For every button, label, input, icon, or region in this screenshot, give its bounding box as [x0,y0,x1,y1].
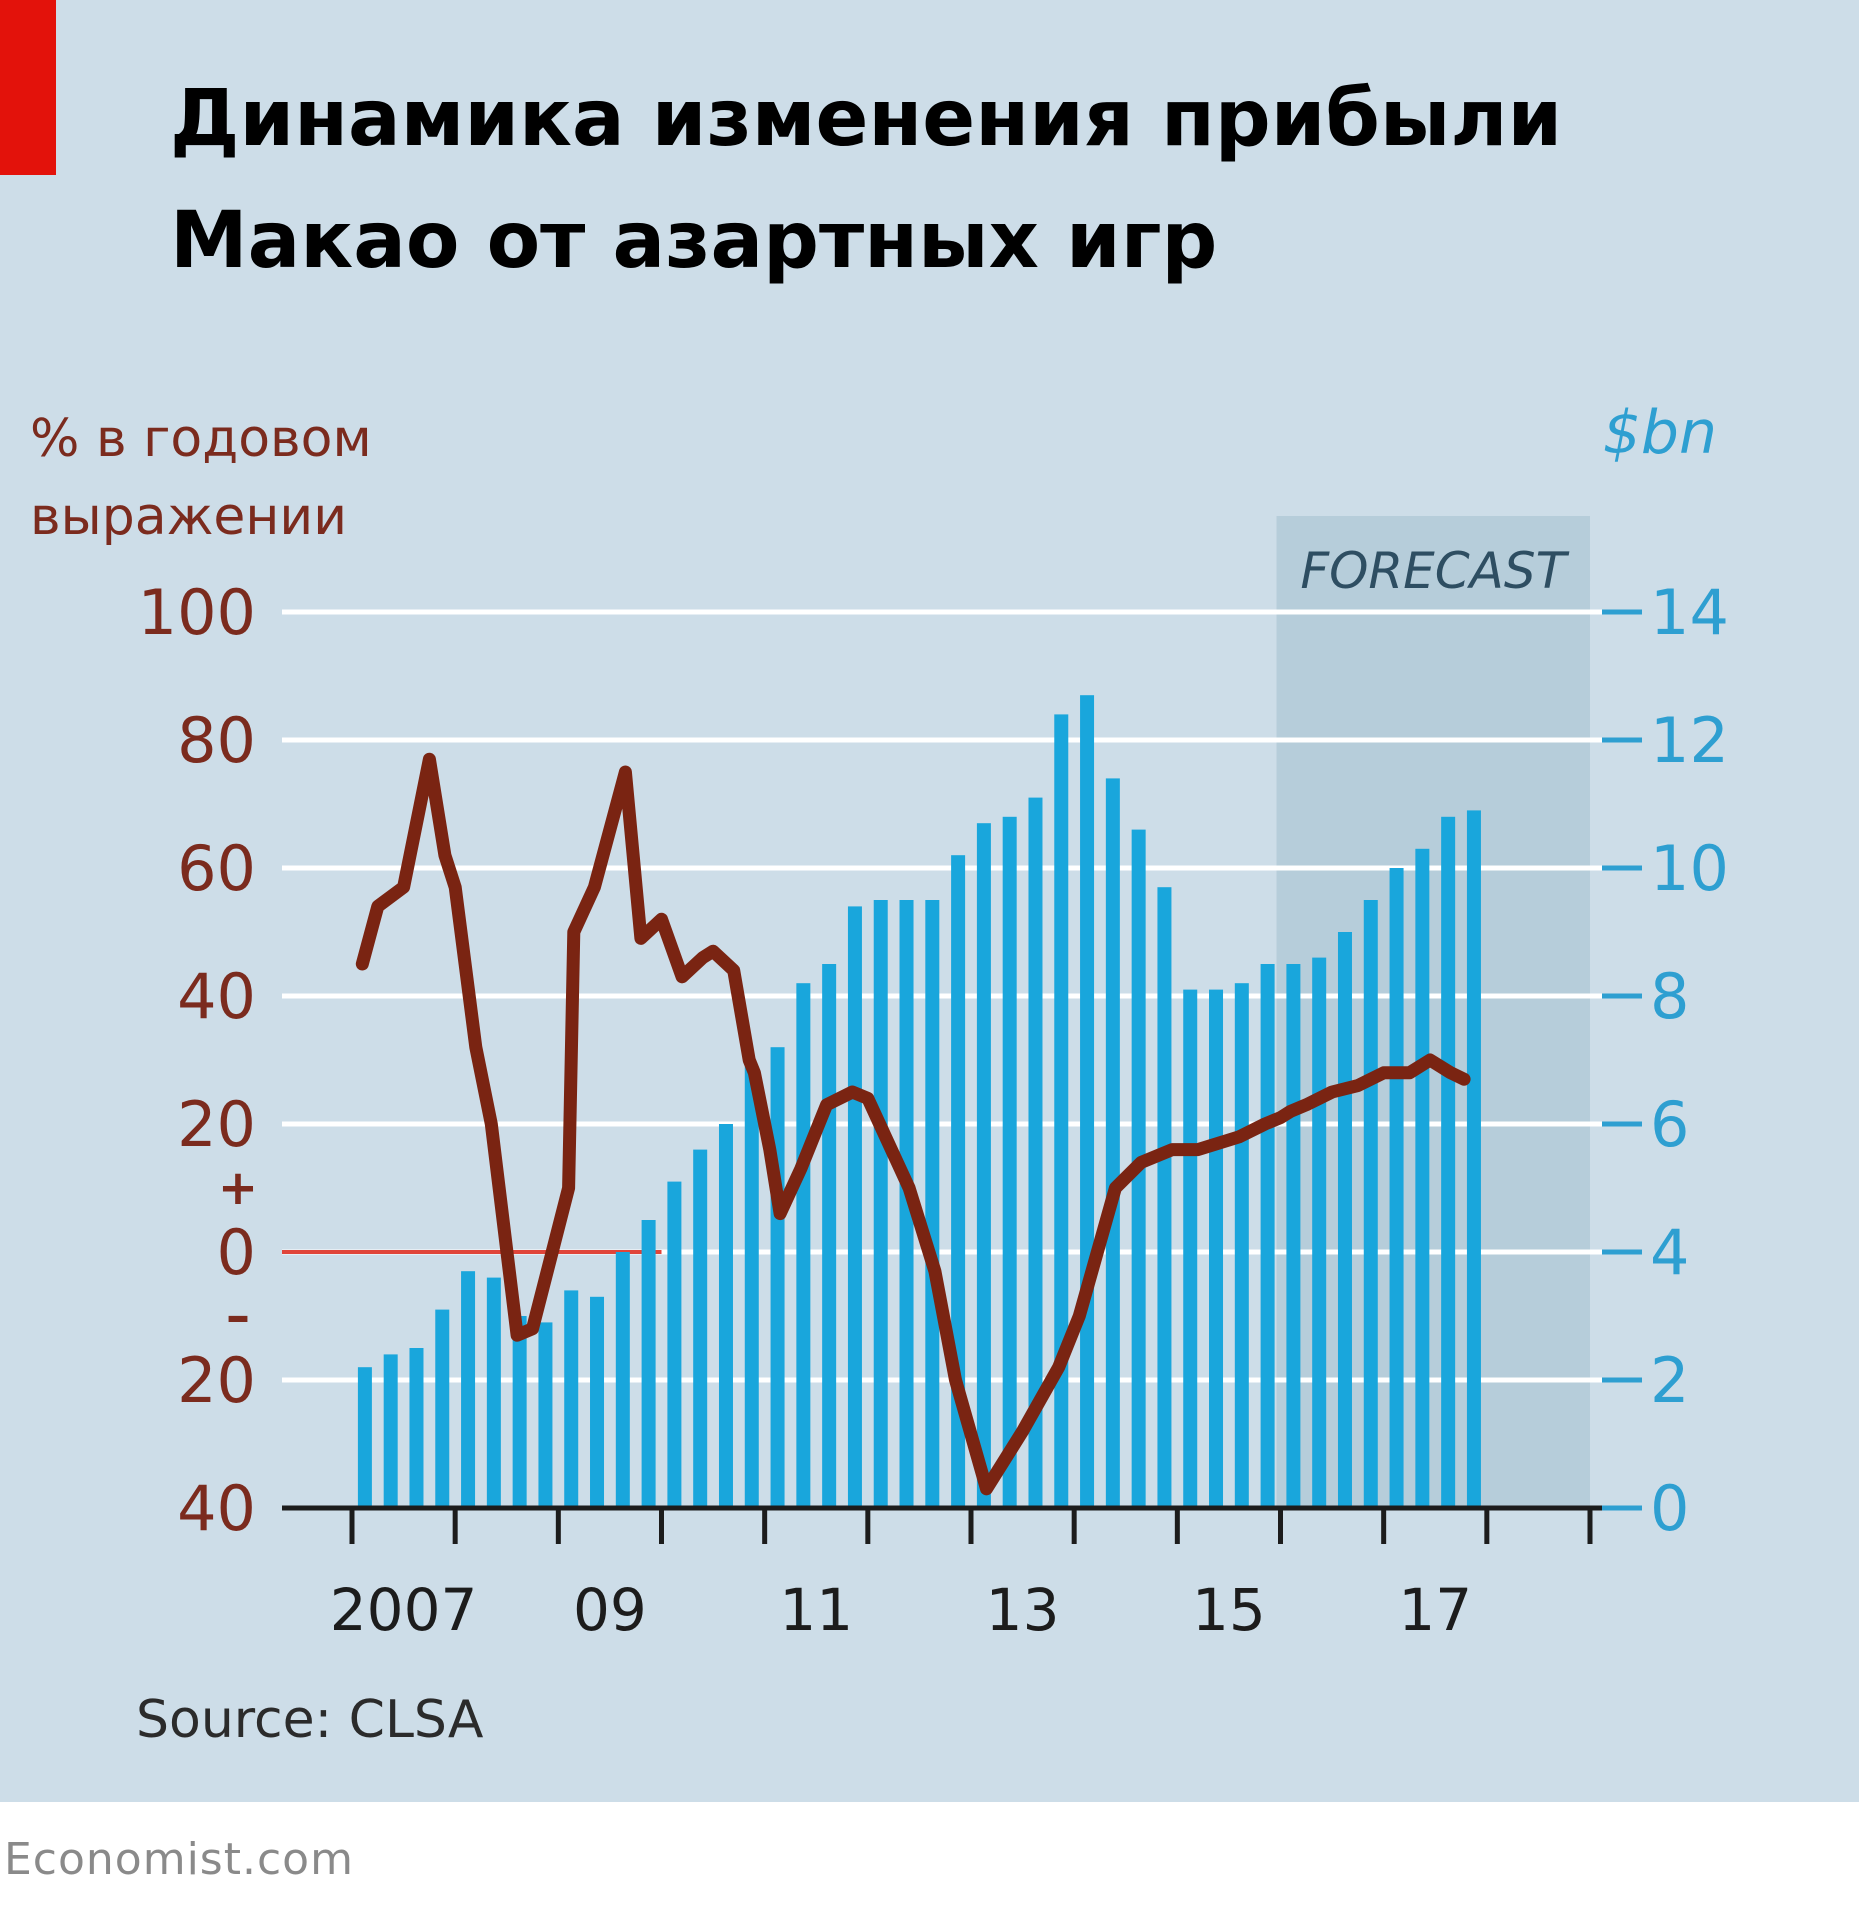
revenue-bar [847,906,862,1508]
revenue-bar [435,1309,450,1508]
right-tick-label-7: 0 [1650,1472,1689,1545]
right-tick-label-1: 12 [1650,704,1729,777]
x-tick-label-0: 2007 [330,1576,478,1644]
chart-title: Динамика изменения прибыли Макао от азар… [170,58,1820,302]
revenue-bar [925,900,940,1508]
x-tick-label-5: 17 [1398,1576,1472,1644]
right-tick-label-3: 8 [1650,960,1689,1033]
axes: 2007 09 11 13 15 171008060402002040+–14121086… [138,576,1729,1644]
x-tick-label-4: 15 [1192,1576,1266,1644]
left-tick-label-3: 40 [177,960,256,1033]
revenue-bar [1441,816,1456,1508]
revenue-bar [1080,695,1095,1508]
revenue-bar [718,1124,733,1508]
source-note: Source: CLSA [136,1690,484,1750]
brand-red-mark [0,0,56,175]
revenue-bar [461,1271,476,1508]
revenue-bar [409,1348,424,1508]
revenue-bar [693,1149,708,1508]
revenue-bar [822,964,837,1508]
left-tick-label-5: 0 [217,1216,256,1289]
revenue-bar [1002,816,1017,1508]
growth-line-group [355,752,1471,1496]
revenue-bar [1209,989,1224,1508]
revenue-bar [564,1290,579,1508]
revenue-bar [1157,887,1172,1508]
revenue-bar [538,1322,553,1508]
left-axis-minus-sign: – [226,1288,250,1344]
revenue-bar [486,1277,501,1508]
x-tick-label-2: 11 [779,1576,853,1644]
x-tick-label-3: 13 [986,1576,1060,1644]
x-tick-label-1: 09 [573,1576,647,1644]
forecast-group: FORECAST [1276,516,1590,1508]
revenue-bar [383,1354,398,1508]
combo-chart: FORECAST 2007 09 11 13 15 171008060402002040+… [138,516,1729,1644]
growth-line [355,752,1471,1496]
revenue-bar [1415,848,1430,1508]
left-tick-label-6: 20 [177,1344,256,1417]
revenue-bar [1028,797,1043,1508]
left-axis-plus-sign: + [218,1160,258,1216]
revenue-bar [1183,989,1198,1508]
revenue-bar [796,983,811,1508]
left-tick-label-4: 20 [177,1088,256,1161]
forecast-label: FORECAST [1300,542,1569,600]
revenue-bar [1234,983,1249,1508]
revenue-bar [1105,778,1120,1508]
right-tick-label-6: 2 [1650,1344,1689,1417]
left-tick-label-1: 80 [177,704,256,777]
brand-watermark: Economist.com [4,1834,354,1885]
right-tick-label-2: 10 [1650,832,1729,905]
right-axis-unit-label: $bn [1602,398,1717,468]
revenue-bar [590,1296,605,1508]
revenue-bar [1389,868,1404,1508]
revenue-bar [357,1367,372,1508]
left-axis-unit-line-1: % в годовом [30,409,372,469]
left-axis-unit-label: % в годовом выражении [30,400,372,556]
revenue-bar [667,1181,682,1508]
revenue-bar [1054,714,1069,1508]
chart-title-line-1: Динамика изменения прибыли [170,74,1563,164]
revenue-bar [615,1252,630,1508]
right-tick-label-0: 14 [1650,576,1729,649]
left-axis-unit-line-2: выражении [30,487,348,547]
revenue-bar [1312,957,1327,1508]
forecast-band [1276,516,1590,1508]
revenue-bar [1286,964,1301,1508]
revenue-bar [770,1047,785,1508]
revenue-bar [1337,932,1352,1508]
chart-title-line-2: Макао от азартных игр [170,196,1218,286]
revenue-bar [1466,810,1481,1508]
revenue-bar [641,1220,656,1508]
right-tick-label-5: 4 [1650,1216,1689,1289]
revenue-bar [899,900,914,1508]
revenue-bar [873,900,888,1508]
revenue-bar [1363,900,1378,1508]
revenue-bar [744,1066,759,1508]
revenue-bar [512,1316,527,1508]
left-tick-label-7: 40 [177,1472,256,1545]
left-tick-label-0: 100 [138,576,256,649]
right-tick-label-4: 6 [1650,1088,1689,1161]
left-tick-label-2: 60 [177,832,256,905]
revenue-bar [1260,964,1275,1508]
revenue-bar [976,823,991,1508]
